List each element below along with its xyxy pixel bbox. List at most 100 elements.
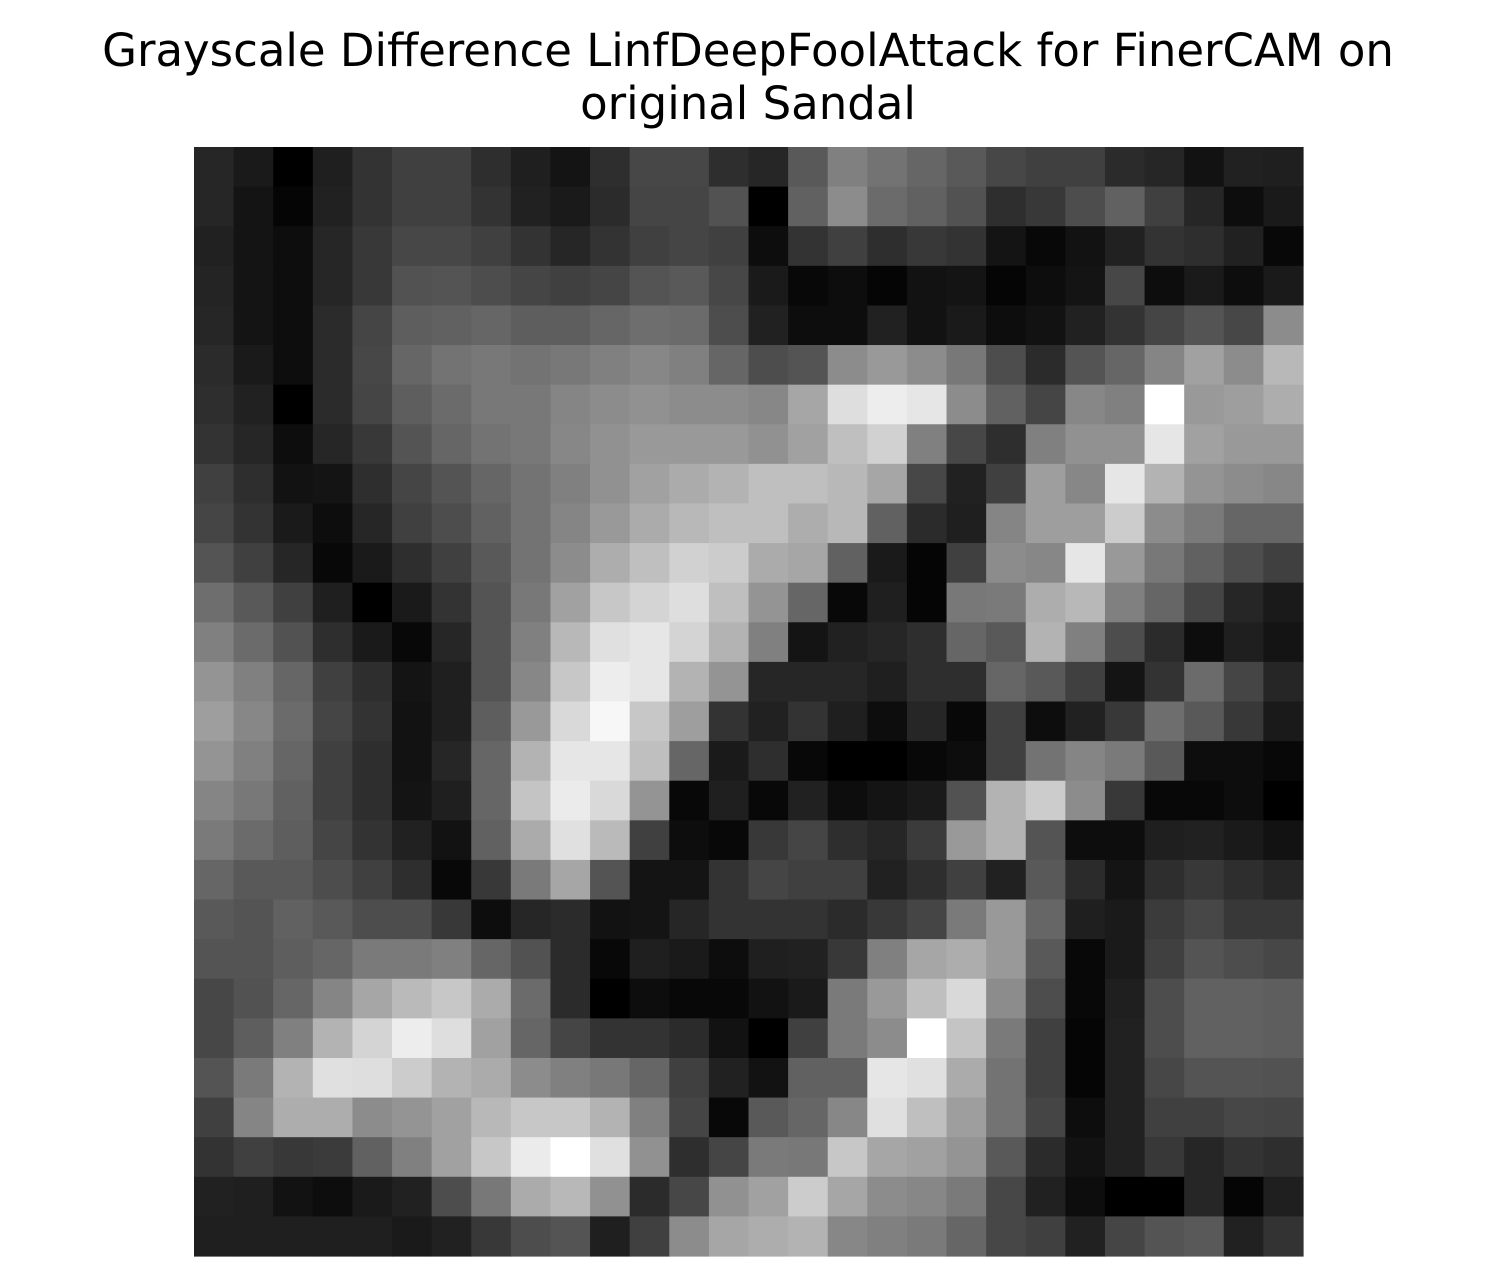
heatmap-cell — [194, 424, 235, 465]
heatmap-cell — [1104, 1097, 1146, 1138]
heatmap-cell — [1065, 978, 1106, 1019]
heatmap-cell — [194, 1057, 235, 1099]
heatmap-cell — [748, 741, 789, 782]
heatmap-cell — [233, 661, 274, 703]
heatmap-cell — [1144, 424, 1185, 465]
heatmap-cell — [788, 226, 829, 267]
heatmap-cell — [669, 503, 710, 544]
heatmap-cell — [1065, 741, 1106, 782]
heatmap-cell — [867, 899, 908, 940]
heatmap-cell — [906, 1137, 948, 1178]
heatmap-cell — [1025, 661, 1066, 703]
heatmap-cell — [312, 1018, 354, 1059]
heatmap-cell — [867, 424, 908, 465]
heatmap-cell — [590, 899, 631, 940]
heatmap-cell — [510, 820, 552, 861]
heatmap-cell — [550, 859, 591, 901]
heatmap-cell — [1025, 543, 1066, 584]
heatmap-cell — [392, 661, 433, 703]
heatmap-cell — [233, 543, 274, 584]
heatmap-cell — [1104, 899, 1146, 940]
heatmap-cell — [1184, 503, 1225, 544]
heatmap-cell — [986, 661, 1027, 703]
heatmap-cell — [946, 780, 987, 821]
heatmap-cell — [510, 1097, 552, 1138]
heatmap-cell — [1144, 186, 1185, 227]
heatmap-cell — [392, 345, 433, 386]
heatmap-cell — [708, 543, 750, 584]
heatmap-cell — [1144, 384, 1185, 425]
heatmap-cell — [748, 226, 789, 267]
heatmap-cell — [906, 345, 948, 386]
heatmap-cell — [352, 305, 393, 346]
heatmap-cell — [669, 186, 710, 227]
heatmap-cell — [550, 543, 591, 584]
heatmap-cell — [867, 1018, 908, 1059]
heatmap-cell — [273, 859, 314, 901]
heatmap-cell — [471, 1137, 512, 1178]
heatmap-cell — [194, 1216, 235, 1257]
heatmap-cell — [946, 741, 987, 782]
heatmap-cell — [590, 305, 631, 346]
heatmap-cell — [788, 780, 829, 821]
heatmap-cell — [431, 661, 472, 703]
heatmap-cell — [708, 701, 750, 742]
heatmap-cell — [1263, 978, 1304, 1019]
heatmap-cell — [590, 859, 631, 901]
heatmap-cell — [867, 701, 908, 742]
heatmap-cell — [629, 1137, 670, 1178]
heatmap-cell — [471, 226, 512, 267]
heatmap-cell — [471, 305, 512, 346]
heatmap-cell — [352, 820, 393, 861]
heatmap-cell — [392, 622, 433, 663]
heatmap-cell — [312, 345, 354, 386]
heatmap-cell — [431, 543, 472, 584]
heatmap-cell — [867, 147, 908, 188]
heatmap-cell — [233, 1137, 274, 1178]
heatmap-cell — [233, 1176, 274, 1217]
heatmap-cell — [867, 226, 908, 267]
heatmap-cell — [194, 939, 235, 980]
heatmap-cell — [629, 463, 670, 505]
heatmap-cell — [431, 1057, 472, 1099]
heatmap-cell — [550, 820, 591, 861]
heatmap-cell — [590, 384, 631, 425]
heatmap-cell — [1223, 1057, 1264, 1099]
heatmap-cell — [1263, 463, 1304, 505]
heatmap-cell — [708, 384, 750, 425]
heatmap-cell — [233, 622, 274, 663]
heatmap-cell — [708, 186, 750, 227]
heatmap-cell — [629, 305, 670, 346]
heatmap-cell — [788, 265, 829, 307]
heatmap-cell — [352, 186, 393, 227]
heatmap-cell — [1223, 1018, 1264, 1059]
heatmap-cell — [1223, 226, 1264, 267]
heatmap-cell — [352, 661, 393, 703]
heatmap-cell — [708, 978, 750, 1019]
heatmap-cell — [194, 701, 235, 742]
heatmap-cell — [510, 1057, 552, 1099]
heatmap-cell — [590, 1216, 631, 1257]
heatmap-cell — [1025, 780, 1066, 821]
heatmap-cell — [590, 1057, 631, 1099]
heatmap-cell — [1104, 345, 1146, 386]
heatmap-cell — [1025, 503, 1066, 544]
heatmap-cell — [867, 265, 908, 307]
heatmap-cell — [906, 899, 948, 940]
heatmap-cell — [590, 345, 631, 386]
heatmap-cell — [590, 820, 631, 861]
heatmap-cell — [550, 1176, 591, 1217]
heatmap-cell — [471, 543, 512, 584]
heatmap-cell — [867, 622, 908, 663]
heatmap-cell — [986, 701, 1027, 742]
heatmap-cell — [1104, 978, 1146, 1019]
heatmap-cell — [194, 741, 235, 782]
heatmap-cell — [1223, 661, 1264, 703]
heatmap-cell — [510, 1018, 552, 1059]
heatmap-cell — [1223, 384, 1264, 425]
heatmap-cell — [392, 1018, 433, 1059]
heatmap-cell — [312, 424, 354, 465]
heatmap-cell — [233, 226, 274, 267]
heatmap-cell — [1144, 978, 1185, 1019]
heatmap-cell — [1144, 1176, 1185, 1217]
